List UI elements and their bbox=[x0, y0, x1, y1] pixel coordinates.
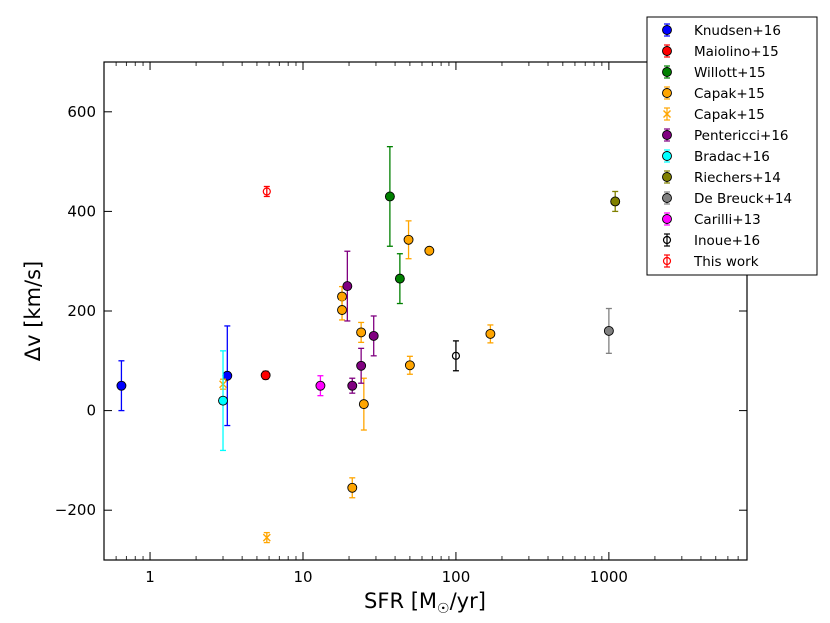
data-marker bbox=[116, 380, 127, 391]
y-tick-label: 400 bbox=[67, 202, 96, 220]
data-point bbox=[356, 347, 367, 384]
legend-entry: Riechers+14 bbox=[662, 170, 781, 186]
data-marker bbox=[218, 395, 228, 406]
legend-marker bbox=[662, 256, 672, 266]
legend-label: Pentericci+16 bbox=[694, 128, 789, 144]
data-marker bbox=[356, 327, 367, 338]
data-point bbox=[451, 340, 461, 372]
x-tick-label: 10 bbox=[293, 568, 312, 586]
data-point bbox=[347, 377, 358, 394]
data-point bbox=[218, 350, 228, 452]
legend-marker bbox=[662, 88, 672, 98]
axes-ticks: 1 10 100 1000 −200 0 200 400 600 bbox=[55, 62, 747, 586]
data-point bbox=[116, 360, 127, 412]
data-marker bbox=[262, 187, 271, 196]
legend-entry: Knudsen+16 bbox=[662, 23, 781, 39]
data-point bbox=[403, 220, 414, 260]
data-marker bbox=[394, 273, 405, 284]
data-point bbox=[424, 245, 435, 256]
data-point bbox=[260, 370, 271, 381]
data-marker bbox=[403, 234, 414, 245]
data-marker bbox=[424, 245, 435, 256]
x-tick-label: 1000 bbox=[590, 568, 628, 586]
data-point bbox=[347, 477, 358, 499]
legend-box bbox=[646, 16, 818, 276]
data-marker bbox=[368, 330, 379, 341]
legend-label: Willott+15 bbox=[694, 65, 766, 81]
legend-label: De Breuck+14 bbox=[694, 191, 792, 207]
legend-entry: Capak+15 bbox=[662, 86, 765, 102]
legend-marker bbox=[662, 25, 672, 35]
legend-label: Carilli+13 bbox=[694, 212, 761, 228]
data-marker bbox=[610, 196, 621, 207]
data-point bbox=[485, 324, 496, 344]
legend-entry: Inoue+16 bbox=[662, 233, 760, 249]
data-marker bbox=[603, 325, 614, 336]
legend-label: Knudsen+16 bbox=[694, 23, 781, 39]
data-point bbox=[342, 250, 353, 322]
data-point bbox=[358, 377, 369, 431]
data-marker bbox=[342, 281, 353, 292]
legend-marker bbox=[662, 67, 672, 77]
legend-entry: Pentericci+16 bbox=[662, 128, 789, 144]
y-tick-label: 200 bbox=[67, 302, 96, 320]
legend-marker bbox=[662, 172, 672, 182]
data-point bbox=[368, 315, 379, 357]
data-marker-stroke-b bbox=[262, 533, 271, 542]
legend-label: Bradac+16 bbox=[694, 149, 770, 165]
data-point bbox=[262, 531, 271, 544]
data-marker bbox=[356, 360, 367, 371]
legend-label: Maiolino+15 bbox=[694, 44, 779, 60]
data-marker bbox=[358, 399, 369, 410]
y-tick-label: 0 bbox=[86, 402, 96, 420]
data-point bbox=[394, 253, 405, 305]
legend-label: Inoue+16 bbox=[694, 233, 760, 249]
legend-marker bbox=[662, 151, 672, 161]
data-marker bbox=[347, 482, 358, 493]
legend-marker bbox=[662, 235, 672, 245]
x-axis-label: SFR [M☉/yr] bbox=[364, 589, 486, 617]
data-point bbox=[603, 307, 614, 354]
y-tick-label: 600 bbox=[67, 103, 96, 121]
legend-entry: Maiolino+15 bbox=[662, 44, 779, 60]
legend-label: Riechers+14 bbox=[694, 170, 781, 186]
data-marker bbox=[451, 351, 461, 360]
x-tick-label: 100 bbox=[442, 568, 471, 586]
legend-entry: Bradac+16 bbox=[662, 149, 770, 165]
data-point bbox=[610, 190, 621, 213]
data-point bbox=[384, 146, 395, 247]
legend-marker bbox=[662, 214, 672, 224]
legend-marker-stroke-b bbox=[663, 110, 671, 118]
data-marker bbox=[485, 328, 496, 339]
plot-area bbox=[116, 146, 621, 544]
y-axis-label: Δv [km/s] bbox=[21, 261, 45, 362]
data-point bbox=[315, 375, 326, 397]
data-marker bbox=[337, 305, 347, 315]
legend-label: Capak+15 bbox=[694, 107, 765, 123]
data-point bbox=[356, 321, 367, 344]
legend-marker bbox=[662, 130, 672, 140]
data-point bbox=[337, 299, 347, 321]
data-marker bbox=[404, 360, 415, 371]
data-marker bbox=[384, 191, 395, 202]
data-marker bbox=[347, 380, 358, 391]
data-marker bbox=[315, 380, 326, 391]
legend-entry: This work bbox=[662, 254, 759, 270]
legend-entry: Capak+15 bbox=[663, 107, 765, 123]
legend-label: This work bbox=[693, 254, 759, 270]
data-point bbox=[404, 355, 415, 375]
data-marker bbox=[260, 370, 271, 381]
data-point bbox=[222, 325, 233, 427]
legend-marker bbox=[662, 46, 672, 56]
legend-entry: Carilli+13 bbox=[662, 212, 761, 228]
legend-entry: Willott+15 bbox=[662, 65, 766, 81]
legend-entry: De Breuck+14 bbox=[662, 191, 792, 207]
legend-label: Capak+15 bbox=[694, 86, 765, 102]
y-tick-label: −200 bbox=[55, 501, 96, 519]
x-tick-label: 1 bbox=[145, 568, 155, 586]
data-point bbox=[262, 185, 271, 198]
legend-marker bbox=[662, 193, 672, 203]
legend: Knudsen+16 Maiolino+15 Willott+15 Capak+15 C… bbox=[646, 16, 818, 276]
